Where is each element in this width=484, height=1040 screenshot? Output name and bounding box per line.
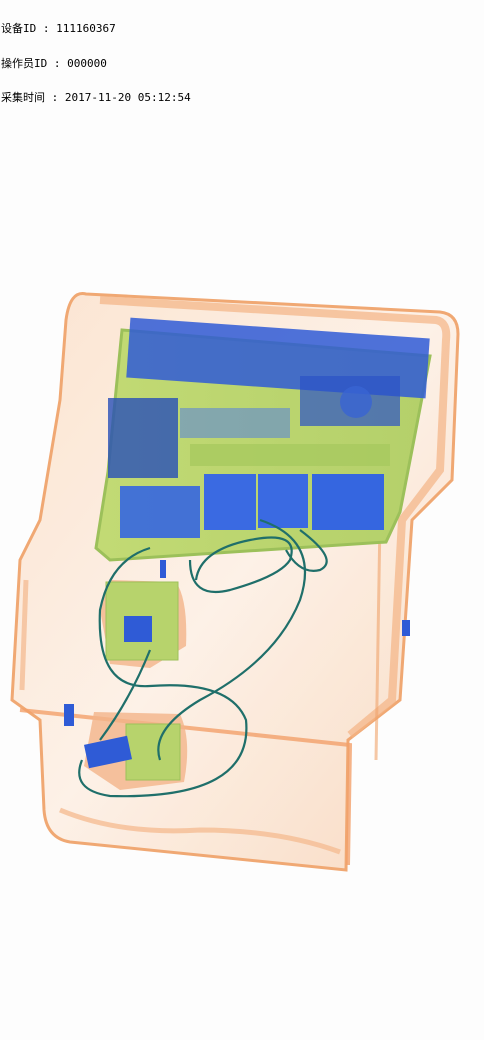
separator: : xyxy=(47,56,68,70)
zipper-pulls xyxy=(64,560,410,726)
capture-time-label: 采集时间 xyxy=(1,91,45,104)
capture-time-value: 2017-11-20 05:12:54 xyxy=(64,91,191,104)
laptop-board xyxy=(94,317,432,562)
capture-time-row: 采集时间 : 2017-11-20 05:12:54 xyxy=(1,92,191,104)
separator: : xyxy=(45,91,65,104)
scan-info-overlay: 设备ID : 111160367 操作员ID : 000000 采集时间 : 2… xyxy=(1,0,191,115)
device-id-value: 111160367 xyxy=(56,22,116,35)
device-id-label: 设备ID xyxy=(1,22,37,35)
operator-id-row: 操作员ID : 000000 xyxy=(1,56,191,70)
cables xyxy=(78,518,328,798)
separator: : xyxy=(36,22,57,35)
operator-id-value: 000000 xyxy=(67,56,107,70)
device-id-row: 设备ID : 111160367 xyxy=(1,23,191,35)
circuit-module-upper xyxy=(100,580,187,668)
operator-id-label: 操作员ID xyxy=(1,56,48,70)
circuit-module-lower xyxy=(83,712,188,790)
